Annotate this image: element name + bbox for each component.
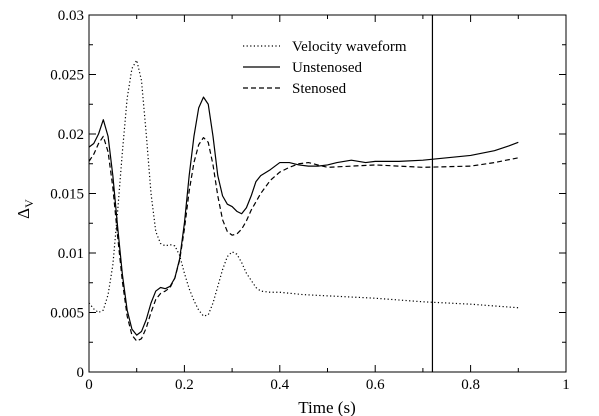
legend-label-stenosed: Stenosed: [292, 81, 347, 97]
series-line-stenosed: [89, 135, 519, 342]
x-tick-label: 0.4: [270, 377, 289, 393]
series-layer: [89, 15, 519, 372]
y-tick-label: 0: [77, 365, 85, 381]
axes: 0 0.2 0.4 0.6 0.8 1 0 0.005 0.01 0.015 0.02 0.025 0.…: [50, 8, 570, 393]
x-tick-label: 1: [562, 377, 570, 393]
y-tick-label: 0.02: [58, 127, 84, 143]
y-tick-label: 0.005: [50, 306, 84, 322]
x-tick-label: 0.2: [175, 377, 194, 393]
legend-label-unstenosed: Unstenosed: [292, 60, 362, 76]
y-axis-label-subscript: V: [22, 199, 36, 208]
y-axis-label-main: Δ: [14, 208, 33, 219]
y-tick-label: 0.03: [58, 8, 84, 24]
y-tick-label: 0.015: [50, 187, 84, 203]
y-tick-label: 0.01: [58, 246, 84, 262]
legend-label-velocity-waveform: Velocity waveform: [292, 39, 407, 55]
x-tick-label: 0: [85, 377, 93, 393]
x-tick-label: 0.8: [461, 377, 480, 393]
y-tick-label: 0.025: [50, 68, 84, 84]
y-axis-label: ΔV: [14, 199, 36, 219]
series-line-unstenosed: [89, 96, 519, 336]
x-axis-label: Time (s): [298, 398, 355, 416]
legend: Velocity waveform Unstenosed Stenosed: [243, 39, 407, 97]
x-tick-label: 0.6: [366, 377, 385, 393]
series-line-velocity-waveform: [89, 59, 519, 317]
